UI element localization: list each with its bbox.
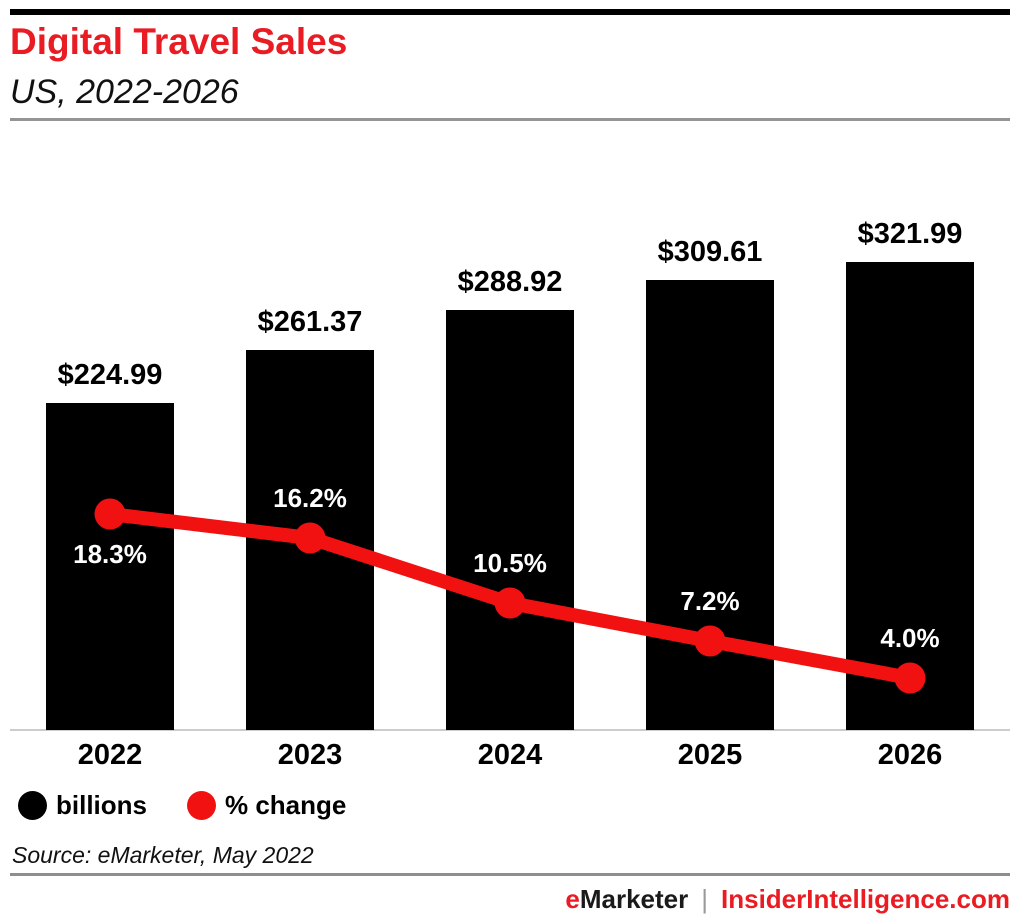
bar-value-label: $261.37 — [257, 306, 363, 338]
footer-divider — [10, 873, 1010, 876]
footer-pipe: | — [701, 884, 709, 914]
x-axis-label-2022: 2022 — [77, 739, 143, 771]
x-axis-label-2024: 2024 — [477, 739, 543, 771]
brand-emarketer-rest: Marketer — [579, 884, 689, 914]
bar-2026 — [846, 262, 974, 730]
header-divider — [10, 118, 1010, 121]
legend: billions % change — [18, 791, 346, 820]
chart-subtitle: US, 2022-2026 — [10, 73, 239, 111]
legend-label: billions — [56, 790, 147, 820]
x-axis-label-2025: 2025 — [677, 739, 743, 771]
legend-label: % change — [225, 790, 347, 820]
x-axis-line — [10, 729, 1010, 731]
pct-change-label: 7.2% — [680, 586, 740, 616]
bar-2025 — [646, 280, 774, 730]
pct-change-label: 18.3% — [73, 539, 147, 569]
bar-value-label: $309.61 — [657, 236, 763, 268]
footer-brand: eMarketer | InsiderIntelligence.com — [565, 884, 1010, 914]
x-axis-label-2023: 2023 — [277, 739, 343, 771]
chart-title: Digital Travel Sales — [10, 21, 348, 62]
brand-insiderintelligence-link: InsiderIntelligence.com — [721, 884, 1010, 914]
top-accent-bar — [10, 9, 1010, 15]
bar-value-label: $321.99 — [857, 218, 963, 250]
legend-dot-icon — [18, 791, 47, 820]
pct-change-label: 4.0% — [880, 623, 940, 653]
bar-value-label: $224.99 — [57, 359, 163, 391]
legend-item-billions: billions — [18, 791, 147, 820]
x-axis-label-2026: 2026 — [877, 739, 943, 771]
bar-2023 — [246, 350, 374, 730]
legend-item---change: % change — [187, 791, 346, 820]
bar-2024 — [446, 310, 574, 730]
pct-change-label: 16.2% — [273, 483, 347, 513]
legend-dot-icon — [187, 791, 216, 820]
brand-emarketer: eMarketer — [565, 884, 688, 914]
bar-value-label: $288.92 — [457, 266, 563, 298]
pct-change-label: 10.5% — [473, 548, 547, 578]
source-note: Source: eMarketer, May 2022 — [12, 842, 314, 868]
brand-emarketer-e: e — [565, 884, 580, 914]
